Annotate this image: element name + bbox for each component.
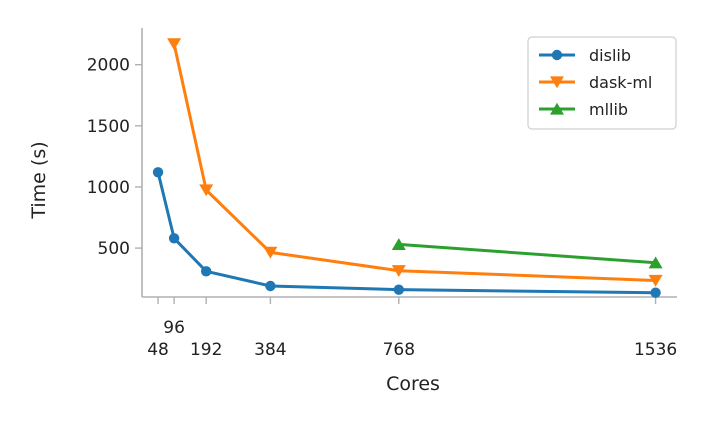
series-dask-ml: [167, 38, 663, 287]
legend: dislib dask-ml mllib: [527, 36, 677, 130]
legend-marker-mllib: [550, 102, 564, 115]
data-point-dislib: [650, 287, 661, 298]
data-point-mllib: [648, 256, 663, 269]
y-tick-label: 1000: [87, 178, 130, 198]
legend-label-mllib: mllib: [589, 100, 628, 119]
legend-label-dislib: dislib: [589, 46, 631, 65]
legend-frame: [527, 36, 677, 130]
x-tick-label: 384: [254, 340, 286, 360]
y-tick-label: 2000: [87, 56, 130, 76]
data-point-dask-ml: [167, 38, 182, 51]
legend-marker-dask-ml: [550, 76, 564, 89]
x-tick-label: 48: [147, 340, 169, 360]
data-point-dislib: [265, 280, 276, 292]
y-ticks: 500 1000 1500 2000: [87, 56, 142, 259]
data-point-dask-ml: [648, 274, 663, 287]
x-axis-title: Cores: [386, 373, 440, 395]
data-point-dislib: [393, 284, 404, 295]
data-point-dask-ml: [263, 246, 278, 259]
x-tick-label: 768: [383, 340, 415, 360]
series-layer: [152, 38, 663, 298]
data-point-dask-ml: [391, 265, 406, 278]
y-tick-label: 500: [98, 239, 130, 259]
series-mllib: [391, 238, 663, 269]
y-axis-title: Time (s): [28, 141, 50, 219]
axes: [141, 28, 677, 298]
data-point-dislib: [168, 233, 180, 244]
data-point-mllib: [391, 238, 406, 251]
legend-label-dask-ml: dask-ml: [589, 73, 652, 92]
series-line-mllib: [398, 242, 656, 265]
legend-marker-dislib: [551, 49, 563, 61]
x-tick-label: 1536: [634, 340, 677, 360]
data-point-dask-ml: [199, 184, 214, 197]
x-tick-label: 192: [190, 340, 222, 360]
series-dislib: [152, 167, 661, 298]
x-tick-label: 96: [163, 318, 185, 338]
series-line-dislib: [156, 171, 656, 295]
data-point-dislib: [152, 167, 164, 178]
y-tick-label: 1500: [87, 117, 130, 137]
data-point-dislib: [201, 266, 212, 277]
